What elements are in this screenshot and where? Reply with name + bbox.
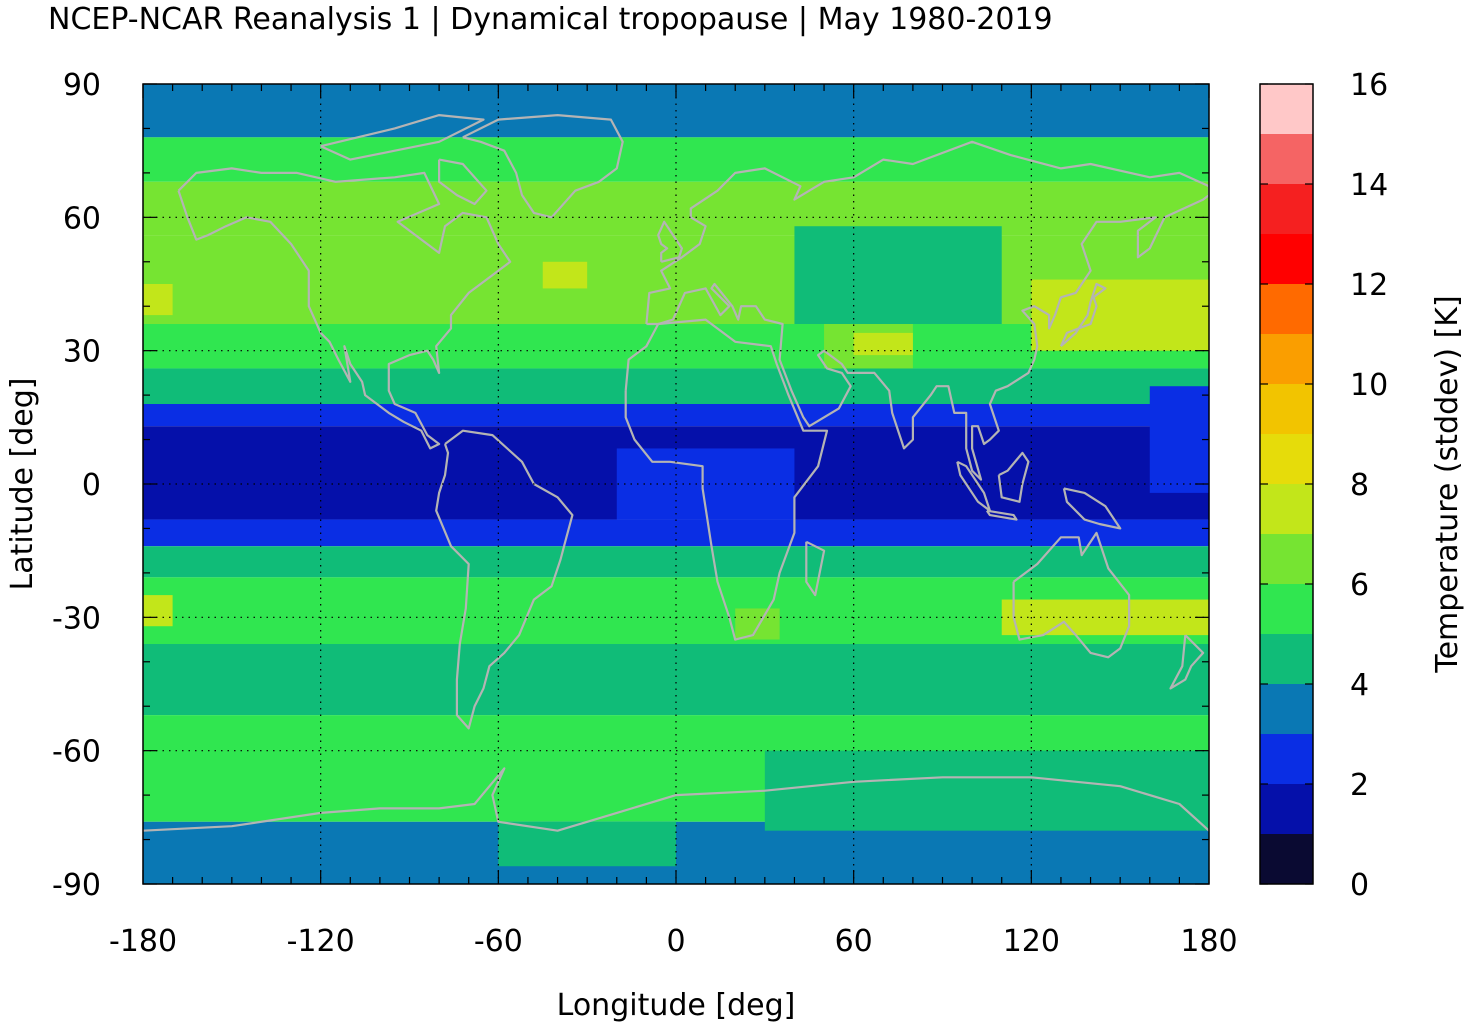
minor-ticks xyxy=(142,83,1210,885)
colorbar-bin xyxy=(1260,434,1313,484)
colorbar-bin xyxy=(1260,684,1313,734)
colorbar-tick-labels: 16 14 12 10 8 6 4 2 0 xyxy=(1260,68,1388,903)
colorbar-tick-label: 8 xyxy=(1350,468,1369,503)
coastline-north-america xyxy=(177,167,512,450)
coastline-japan xyxy=(1059,282,1107,348)
coastline-arctic-islands xyxy=(320,114,485,161)
x-tick-label: 180 xyxy=(1180,924,1237,959)
coastline-new-zealand xyxy=(1169,634,1205,690)
coastline-layer xyxy=(143,114,1209,832)
colorbar-bin xyxy=(1260,134,1313,184)
coastline-africa xyxy=(624,318,829,641)
x-tick-label: 120 xyxy=(1003,924,1060,959)
field-patch xyxy=(1149,386,1209,493)
colorbar-bin xyxy=(1260,334,1313,384)
field-patch xyxy=(143,595,173,627)
colorbar-bin xyxy=(1260,234,1313,284)
y-tick-label: -30 xyxy=(52,601,101,636)
field-patch xyxy=(542,261,588,289)
field-patch xyxy=(1031,279,1209,351)
coastline-greenland xyxy=(462,114,624,219)
colorbar-tick-label: 10 xyxy=(1350,368,1388,403)
y-tick-label: -60 xyxy=(52,735,101,770)
y-tick-label: 30 xyxy=(63,335,101,370)
colorbar-tick-label: 2 xyxy=(1350,768,1369,803)
grid-layer xyxy=(143,84,1209,884)
colorbar-tick-label: 0 xyxy=(1350,868,1369,903)
coastline-madagascar xyxy=(805,540,826,597)
x-tick-label: -120 xyxy=(287,924,355,959)
coastline-java xyxy=(985,509,1018,521)
coastline-borneo xyxy=(997,451,1030,503)
y-tick-label: -90 xyxy=(52,868,101,903)
x-tick-label: -60 xyxy=(474,924,523,959)
colorbar-tick-label: 6 xyxy=(1350,568,1369,603)
x-tick-label: -180 xyxy=(109,924,177,959)
colorbar-bin xyxy=(1260,534,1313,584)
colorbar-bin xyxy=(1260,184,1313,234)
field-patch xyxy=(143,284,173,316)
colorbar-bin xyxy=(1260,734,1313,784)
x-tick-label: 0 xyxy=(666,924,685,959)
field-patch xyxy=(735,608,780,640)
colorbar-bin xyxy=(1260,634,1313,684)
colorbar-bin xyxy=(1260,784,1313,834)
y-tick-label: 60 xyxy=(63,201,101,236)
field-band xyxy=(143,644,1209,716)
field-patch xyxy=(794,226,1002,324)
x-axis-label: Longitude [deg] xyxy=(557,988,796,1023)
coastline-new-guinea xyxy=(1062,487,1122,530)
colorbar-bin xyxy=(1260,484,1313,534)
y-tick-label: 0 xyxy=(82,468,101,503)
colorbar xyxy=(1260,84,1313,884)
coastline-south-america xyxy=(435,429,574,730)
field-patch xyxy=(735,652,973,698)
colorbar-tick-label: 16 xyxy=(1350,68,1388,103)
coastline-antarctica xyxy=(143,767,1209,832)
y-axis-label: Latitude [deg] xyxy=(5,378,40,591)
y-tick-label: 90 xyxy=(63,68,101,103)
colorbar-bin xyxy=(1260,384,1313,434)
colorbar-bin xyxy=(1260,834,1313,884)
field-patch xyxy=(320,724,558,760)
x-tick-label: 60 xyxy=(835,924,873,959)
colorbar-tick-label: 12 xyxy=(1350,268,1388,303)
colorbar-label: Temperature (stddev) [K] xyxy=(1430,295,1465,673)
coastline-baffin xyxy=(438,158,488,206)
colorbar-tick-label: 4 xyxy=(1350,668,1369,703)
colorbar-bin xyxy=(1260,584,1313,634)
coastline-australia xyxy=(1012,531,1131,659)
chart-title: NCEP-NCAR Reanalysis 1 | Dynamical tropo… xyxy=(48,2,1053,37)
colorbar-tick-label: 14 xyxy=(1350,168,1388,203)
coastline-britain xyxy=(657,220,683,263)
x-tick-labels: -180 -120 -60 0 60 120 180 xyxy=(109,924,1238,959)
field-patch xyxy=(764,750,1209,831)
field-patch xyxy=(498,821,676,867)
field-patch xyxy=(853,332,913,356)
coastline-eurasia xyxy=(645,140,1209,481)
colorbar-bin xyxy=(1260,284,1313,334)
y-tick-labels: 90 60 30 0 -30 -60 -90 xyxy=(52,68,101,903)
field-band xyxy=(143,368,1209,404)
colorbar-bin xyxy=(1260,84,1313,134)
